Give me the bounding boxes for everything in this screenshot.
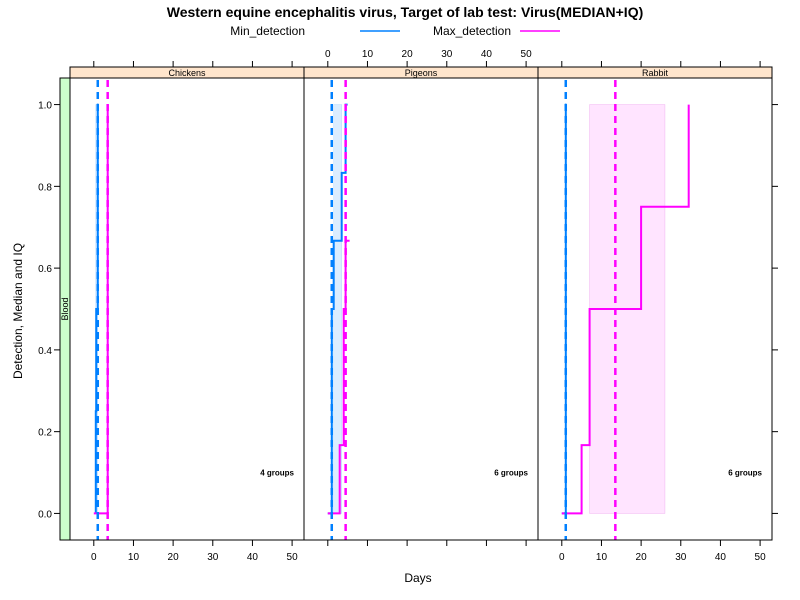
x-tick-label-top: 10 [362, 49, 374, 60]
x-tick-label-bottom: 10 [128, 552, 140, 563]
panel-strip-label-rabbit: Rabbit [642, 68, 669, 78]
max-detection-line-pigeons [327, 239, 350, 515]
x-tick-label-top: 30 [441, 49, 453, 60]
x-tick-label-top: 50 [521, 49, 533, 60]
x-tick-label-bottom: 40 [247, 552, 259, 563]
x-tick-label-bottom: 30 [207, 552, 219, 563]
y-tick-label: 0.4 [38, 346, 52, 357]
panel-border-rabbit [537, 77, 773, 541]
legend-label-min-detection: Min_detection [230, 24, 305, 38]
y-tick-label: 0.6 [38, 264, 52, 275]
row-strip-label: Blood [60, 297, 70, 320]
groups-label-pigeons: 6 groups [494, 469, 528, 478]
y-axis-label: Detection, Median and IQ [11, 243, 25, 379]
x-tick-label-bottom: 0 [91, 552, 97, 563]
x-tick-label-bottom: 10 [596, 552, 608, 563]
x-tick-label-top: 0 [325, 49, 331, 60]
x-tick-label-top: 20 [402, 49, 414, 60]
x-tick-label-bottom: 50 [755, 552, 767, 563]
x-tick-label-bottom: 20 [168, 552, 180, 563]
legend-label-max-detection: Max_detection [433, 24, 511, 38]
max-detection-line-rabbit [561, 104, 690, 515]
x-tick-label-bottom: 30 [675, 552, 687, 563]
y-tick-label: 1.0 [38, 101, 52, 112]
x-tick-label-bottom: 50 [287, 552, 299, 563]
x-tick-label-bottom: 0 [559, 552, 565, 563]
x-tick-label-bottom: 20 [636, 552, 648, 563]
x-tick-label-bottom: 40 [715, 552, 727, 563]
x-axis-label: Days [404, 571, 431, 585]
min-detection-line-pigeons [327, 103, 348, 515]
y-tick-label: 0.8 [38, 182, 52, 193]
y-tick-label: 0.0 [38, 509, 52, 520]
x-tick-label-top: 40 [481, 49, 493, 60]
panel-strip-label-chickens: Chickens [168, 68, 206, 78]
groups-label-chickens: 4 groups [260, 469, 294, 478]
panels-group: Blood 0.0 0.2 0.4 0.6 0.8 1.0 Chickens 4 groups 0… [38, 49, 778, 563]
chart-title: Western equine encephalitis virus, Targe… [167, 4, 644, 20]
y-tick-label: 0.2 [38, 428, 52, 439]
legend: Min_detection Max_detection [230, 24, 560, 38]
groups-label-rabbit: 6 groups [728, 469, 762, 478]
panel-strip-label-pigeons: Pigeons [405, 68, 438, 78]
